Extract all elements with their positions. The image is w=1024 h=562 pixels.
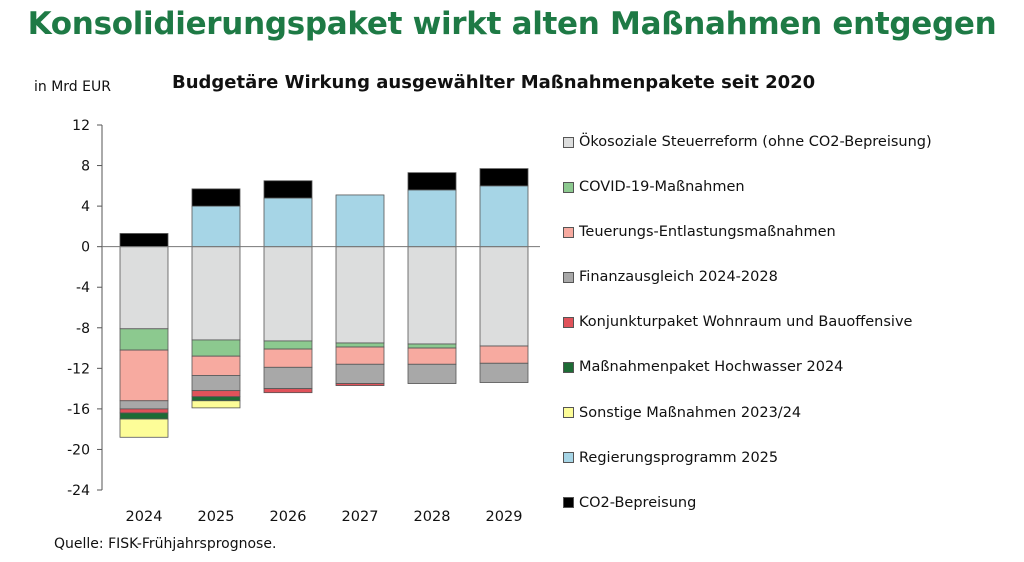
- y-tick-label: -12: [67, 361, 90, 377]
- legend-swatch: [563, 136, 574, 148]
- bar-segment: [263, 180, 313, 199]
- legend-item: Konjunkturpaket Wohnraum und Bauoffensiv…: [563, 311, 932, 333]
- bar-segment: [479, 168, 529, 187]
- bar-segment: [263, 366, 313, 390]
- y-tick-label: -24: [67, 483, 90, 499]
- bar-segment: [263, 246, 313, 342]
- chart-legend: Ökosoziale Steuerreform (ohne CO2-Beprei…: [563, 131, 932, 537]
- bar-segment: [119, 328, 169, 351]
- legend-label: Sonstige Maßnahmen 2023/24: [579, 404, 802, 421]
- x-tick-label: 2029: [486, 509, 523, 525]
- chart-title: Budgetäre Wirkung ausgewählter Maßnahmen…: [172, 72, 816, 93]
- legend-item: Finanzausgleich 2024-2028: [563, 266, 932, 288]
- y-tick-label: -8: [76, 321, 90, 337]
- legend-item: CO2-Bepreisung: [563, 492, 932, 514]
- bar-segment: [407, 172, 457, 191]
- y-tick-label: -16: [67, 402, 90, 418]
- legend-swatch: [563, 361, 574, 373]
- legend-swatch: [563, 407, 574, 419]
- bar-segment: [407, 343, 457, 349]
- bar-segment: [191, 355, 241, 376]
- legend-label: CO2-Bepreisung: [579, 494, 697, 511]
- legend-swatch: [563, 316, 574, 328]
- legend-label: COVID-19-Maßnahmen: [579, 179, 745, 196]
- y-tick-label: 0: [81, 240, 90, 256]
- bar-segment: [335, 383, 385, 386]
- y-tick-label: 4: [81, 199, 90, 215]
- bar-segment: [263, 388, 313, 394]
- x-tick-label: 2028: [414, 509, 451, 525]
- bar-segment: [263, 197, 313, 248]
- page-headline: Konsolidierungspaket wirkt alten Maßnahm…: [27, 6, 997, 42]
- source-note: Quelle: FISK-Frühjahrsprognose.: [54, 536, 277, 552]
- legend-item: Maßnahmenpaket Hochwasser 2024: [563, 356, 932, 378]
- y-axis-unit-label: in Mrd EUR: [34, 79, 111, 95]
- x-tick-label: 2026: [270, 509, 307, 525]
- x-tick-label: 2025: [198, 509, 235, 525]
- legend-label: Regierungsprogramm 2025: [579, 449, 779, 466]
- bar-segment: [407, 189, 457, 248]
- bar-segment: [479, 345, 529, 364]
- bar-segment: [119, 246, 169, 330]
- x-tick-label: 2024: [126, 509, 163, 525]
- bar-segment: [407, 246, 457, 345]
- bar-segment: [119, 412, 169, 420]
- bar-segment: [335, 342, 385, 348]
- y-tick-label: -20: [67, 442, 90, 458]
- bar-segment: [263, 340, 313, 350]
- bar-segment: [191, 390, 241, 398]
- bar-segment: [191, 400, 241, 409]
- legend-label: Finanzausgleich 2024-2028: [579, 269, 778, 286]
- y-tick-label: 8: [81, 159, 90, 175]
- bar-segment: [191, 339, 241, 357]
- bar-segment: [479, 362, 529, 383]
- legend-item: Ökosoziale Steuerreform (ohne CO2-Beprei…: [563, 131, 932, 153]
- x-tick-label: 2027: [342, 509, 379, 525]
- legend-swatch: [563, 226, 574, 238]
- bar-segment: [119, 418, 169, 438]
- y-tick-label: -4: [76, 280, 90, 296]
- legend-label: Teuerungs-Entlastungsmaßnahmen: [579, 224, 836, 241]
- bar-segment: [191, 246, 241, 341]
- bar-segment: [479, 246, 529, 347]
- legend-label: Konjunkturpaket Wohnraum und Bauoffensiv…: [579, 314, 913, 331]
- bar-segment: [407, 347, 457, 365]
- bar-segment: [335, 363, 385, 384]
- bar-segment: [479, 185, 529, 248]
- bar-segment: [407, 363, 457, 384]
- bar-segment: [191, 396, 241, 402]
- legend-swatch: [563, 271, 574, 283]
- bar-segment: [191, 188, 241, 207]
- bar-segment: [119, 400, 169, 410]
- legend-swatch: [563, 452, 574, 464]
- legend-item: Sonstige Maßnahmen 2023/24: [563, 402, 932, 424]
- legend-label: Maßnahmenpaket Hochwasser 2024: [579, 359, 844, 376]
- legend-swatch: [563, 497, 574, 509]
- bar-segment: [335, 346, 385, 365]
- y-tick-label: 12: [72, 118, 90, 134]
- bar-segment: [119, 233, 169, 248]
- legend-item: COVID-19-Maßnahmen: [563, 176, 932, 198]
- legend-label: Ökosoziale Steuerreform (ohne CO2-Beprei…: [579, 134, 932, 150]
- legend-swatch: [563, 181, 574, 193]
- legend-item: Teuerungs-Entlastungsmaßnahmen: [563, 221, 932, 243]
- bar-segment: [263, 348, 313, 368]
- bar-segment: [191, 205, 241, 248]
- bar-segment: [335, 194, 385, 248]
- bar-segment: [119, 408, 169, 414]
- bar-segment: [191, 375, 241, 392]
- bar-segment: [335, 246, 385, 344]
- bar-segment: [119, 349, 169, 402]
- legend-item: Regierungsprogramm 2025: [563, 447, 932, 469]
